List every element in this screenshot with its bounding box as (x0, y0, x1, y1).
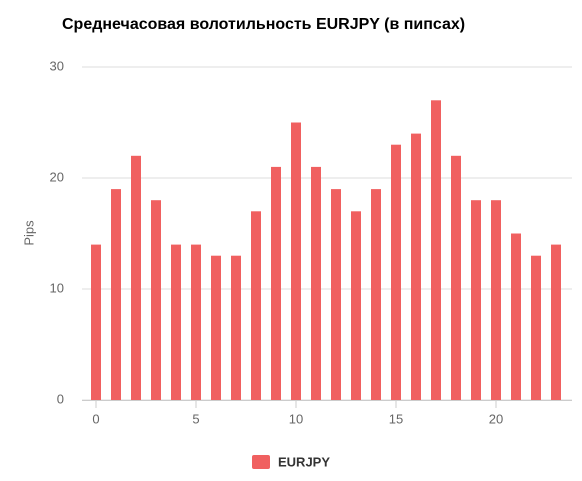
bar (231, 255, 241, 400)
bar (451, 155, 461, 400)
x-tick-label: 0 (92, 411, 99, 426)
bar (111, 189, 121, 400)
bar (351, 211, 361, 400)
chart-title: Среднечасовая волотильность EURJPY (в пи… (62, 16, 465, 33)
legend-swatch (252, 455, 270, 469)
bar (511, 233, 521, 400)
y-axis-label: Pips (21, 220, 36, 246)
bar (531, 255, 541, 400)
x-tick-label: 10 (289, 411, 303, 426)
bar (551, 244, 561, 400)
x-tick-label: 15 (389, 411, 403, 426)
bar (391, 144, 401, 400)
y-tick-label: 0 (57, 391, 64, 406)
x-tick-label: 20 (489, 411, 503, 426)
y-tick-label: 10 (50, 280, 64, 295)
y-tick-label: 30 (50, 58, 64, 73)
bar (331, 189, 341, 400)
bar (471, 200, 481, 400)
bar (171, 244, 181, 400)
bar (491, 200, 501, 400)
bar (371, 189, 381, 400)
bar (431, 100, 441, 401)
bar (191, 244, 201, 400)
bar (131, 155, 141, 400)
bar (291, 122, 301, 400)
bar (251, 211, 261, 400)
bar (271, 166, 281, 400)
bar (411, 133, 421, 400)
bar (91, 244, 101, 400)
bar (151, 200, 161, 400)
y-tick-label: 20 (50, 169, 64, 184)
bar (211, 255, 221, 400)
legend-label: EURJPY (278, 454, 330, 469)
bar (311, 166, 321, 400)
x-tick-label: 5 (192, 411, 199, 426)
